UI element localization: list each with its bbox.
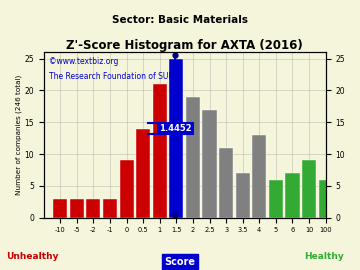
Title: Z'-Score Histogram for AXTA (2016): Z'-Score Histogram for AXTA (2016) (66, 39, 303, 52)
Text: Score: Score (165, 257, 195, 267)
Bar (120, 160, 134, 218)
Bar (252, 135, 266, 218)
Bar (53, 199, 67, 218)
Bar (285, 173, 300, 218)
Bar (70, 199, 84, 218)
Text: Sector: Basic Materials: Sector: Basic Materials (112, 15, 248, 25)
Text: ©www.textbiz.org: ©www.textbiz.org (49, 57, 119, 66)
Bar (236, 173, 250, 218)
Bar (136, 129, 150, 218)
Y-axis label: Number of companies (246 total): Number of companies (246 total) (15, 75, 22, 195)
Bar (153, 84, 167, 218)
Bar (86, 199, 100, 218)
Bar (186, 97, 200, 218)
Bar (103, 199, 117, 218)
Text: Healthy: Healthy (304, 252, 344, 261)
Bar (319, 180, 333, 218)
Bar (219, 148, 233, 218)
Bar (269, 180, 283, 218)
Bar (169, 59, 183, 218)
Text: The Research Foundation of SUNY: The Research Foundation of SUNY (49, 72, 179, 81)
Text: Unhealthy: Unhealthy (6, 252, 59, 261)
Bar (202, 110, 217, 218)
Text: 1.4452: 1.4452 (159, 124, 192, 133)
Bar (302, 160, 316, 218)
